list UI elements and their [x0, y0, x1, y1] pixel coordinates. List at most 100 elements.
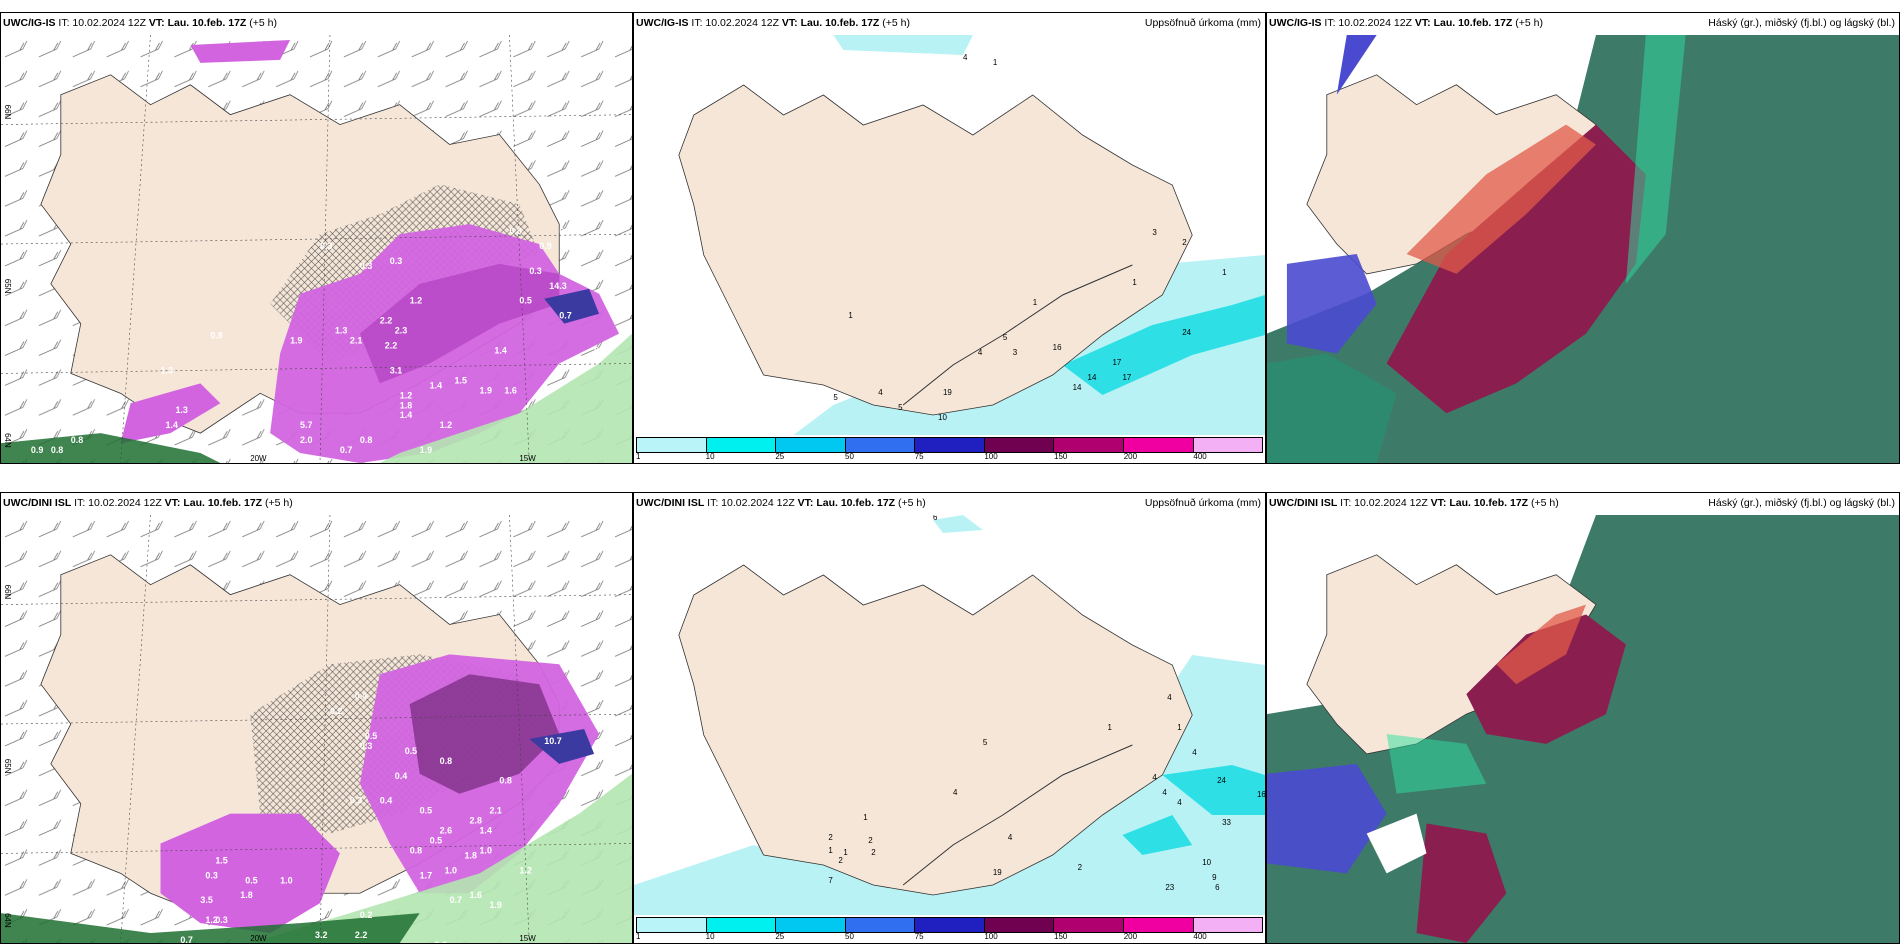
tick-label: 1 [636, 452, 641, 461]
colorbar-ticks: 1 10 25 50 75 100 150 200 400 [636, 452, 1263, 462]
value-label: 0.6 [559, 226, 571, 236]
tick-label: 10 [705, 452, 715, 461]
value-label: 1.3 [160, 365, 172, 375]
snow-lower [160, 813, 340, 934]
value-label: 10 [1202, 858, 1211, 867]
value-label: 0.3 [350, 796, 362, 806]
field-title: Uppsöfnuð úrkoma (mm) [1144, 17, 1261, 29]
value-label: 5 [983, 738, 988, 747]
value-label: 4 [1192, 748, 1197, 757]
panel-header: UWC/DINI ISL IT: 10.02.2024 12Z VT: Lau.… [1, 493, 632, 515]
value-label: 5 [898, 403, 903, 412]
panel-dini-accum-precip: UWC/DINI ISL IT: 10.02.2024 12Z VT: Lau.… [633, 492, 1266, 944]
panel-header: UWC/DINI ISL IT: 10.02.2024 12Z VT: Lau.… [1267, 493, 1899, 515]
value-label: 1.4 [430, 380, 442, 390]
init-time: IT: 10.02.2024 12Z [71, 497, 165, 509]
value-label: 0.8 [51, 445, 63, 455]
value-label: 1.0 [280, 875, 292, 885]
value-label: 0.7 [559, 311, 571, 321]
value-label: 2.1 [350, 336, 362, 346]
panel-header: UWC/DINI ISL IT: 10.02.2024 12Z VT: Lau.… [634, 493, 1265, 515]
tick-label: 150 [1054, 452, 1068, 461]
value-label: 0.3 [360, 261, 372, 271]
lat-label-64n: 64N [3, 913, 12, 928]
value-label: 0.7 [340, 445, 352, 455]
colorbar-swatches [636, 437, 1263, 453]
value-label: 4 [878, 388, 883, 397]
field-title: Háský (gr.), miðský (fj.bl.) og lágský (… [1708, 497, 1895, 509]
value-label: 1.9 [290, 336, 302, 346]
value-label: 1 [993, 58, 998, 67]
heavy-core [529, 729, 595, 764]
tick-label: 150 [1054, 932, 1068, 941]
colorbar-swatch [845, 918, 916, 932]
tick-label: 50 [845, 452, 854, 461]
value-label: 1.5 [455, 375, 467, 385]
lead-time: (+5 h) [895, 497, 926, 509]
value-label: 0.2 [330, 706, 342, 716]
colorbar-swatch [706, 918, 777, 932]
value-label: 1 [1222, 268, 1227, 277]
value-label: 1.2 [410, 296, 422, 306]
lat-label-66n: 66N [3, 105, 12, 120]
precip-field [634, 655, 1265, 915]
value-label: 3 [1013, 348, 1018, 357]
value-label: 1.3 [405, 885, 417, 895]
value-label: 1.4 [494, 346, 506, 356]
value-label: 2 [828, 833, 833, 842]
value-label: 5.7 [300, 420, 312, 430]
colorbar-swatch [637, 438, 707, 452]
value-label: 2 [1078, 863, 1083, 872]
value-label: 33 [1222, 818, 1231, 827]
value-label: 1.9 [479, 385, 491, 395]
value-label: 0.3 [360, 741, 372, 751]
value-label: 0.4 [395, 771, 407, 781]
lon-label-20w: 20W [250, 934, 267, 943]
field-title: Háský (gr.), miðský (fj.bl.) og lágský (… [1708, 17, 1895, 29]
value-label: 1.4 [400, 410, 412, 420]
panel-igis-precip-type: UWC/IG-IS IT: 10.02.2024 12Z VT: Lau. 10… [0, 12, 633, 464]
mid-cloud [1386, 124, 1646, 414]
value-label: 4 [1167, 693, 1172, 702]
value-label: 19 [943, 388, 952, 397]
value-label: 4 [1162, 788, 1167, 797]
value-label: 1.2 [519, 865, 531, 875]
panel-header: UWC/IG-IS IT: 10.02.2024 12Z VT: Lau. 10… [1267, 13, 1899, 35]
init-time: IT: 10.02.2024 12Z [55, 17, 149, 29]
lat-label-66n: 66N [3, 585, 12, 600]
value-label: 0.9 [539, 241, 551, 251]
value-label: 0.8 [509, 226, 521, 236]
colorbar-swatch [1193, 438, 1263, 452]
value-label: 23 [1165, 883, 1174, 892]
green-fringe [250, 773, 632, 943]
value-label: 1.5 [215, 855, 227, 865]
value-label: 0.8 [594, 346, 606, 356]
map-area: 4 1 1 2 3 1 24 17 17 14 14 3 5 4 1 5 10 16 19 5 4 1 [634, 35, 1265, 435]
snow-values: 0.30.3 0.31.22.32.23.11.9 2.12.21.31.31.41… [31, 226, 607, 455]
value-label: 0.5 [430, 835, 442, 845]
value-label: 1 [848, 311, 853, 320]
map-svg [1267, 515, 1899, 943]
model-name: UWC/IG-IS [1269, 17, 1322, 29]
value-label: 0.7 [180, 935, 192, 943]
value-label: 0.3 [320, 241, 332, 251]
value-label: 1.8 [400, 400, 412, 410]
panel-dini-precip-type: UWC/DINI ISL IT: 10.02.2024 12Z VT: Lau.… [0, 492, 633, 944]
lon-label-15w: 15W [519, 934, 536, 943]
value-label: 7 [828, 876, 833, 885]
colorbar-swatch [915, 438, 985, 452]
value-label: 1.2 [205, 915, 217, 925]
map-svg: 0.30.3 0.31.22.32.23.11.9 2.12.21.31.31.41… [1, 35, 632, 463]
value-label: 24 [1182, 328, 1191, 337]
value-label: 1 [863, 813, 868, 822]
value-label: 16 [1257, 790, 1265, 799]
tick-label: 75 [914, 932, 924, 941]
value-label: 1.8 [240, 890, 252, 900]
valid-time: VT: Lau. 10.feb. 17Z [1430, 497, 1529, 509]
value-label: 0.5 [405, 746, 417, 756]
value-label: 0.8 [440, 756, 452, 766]
panel-header: UWC/IG-IS IT: 10.02.2024 12Z VT: Lau. 10… [1, 13, 632, 35]
tick-label: 100 [984, 932, 998, 941]
valid-time: VT: Lau. 10.feb. 17Z [797, 497, 896, 509]
